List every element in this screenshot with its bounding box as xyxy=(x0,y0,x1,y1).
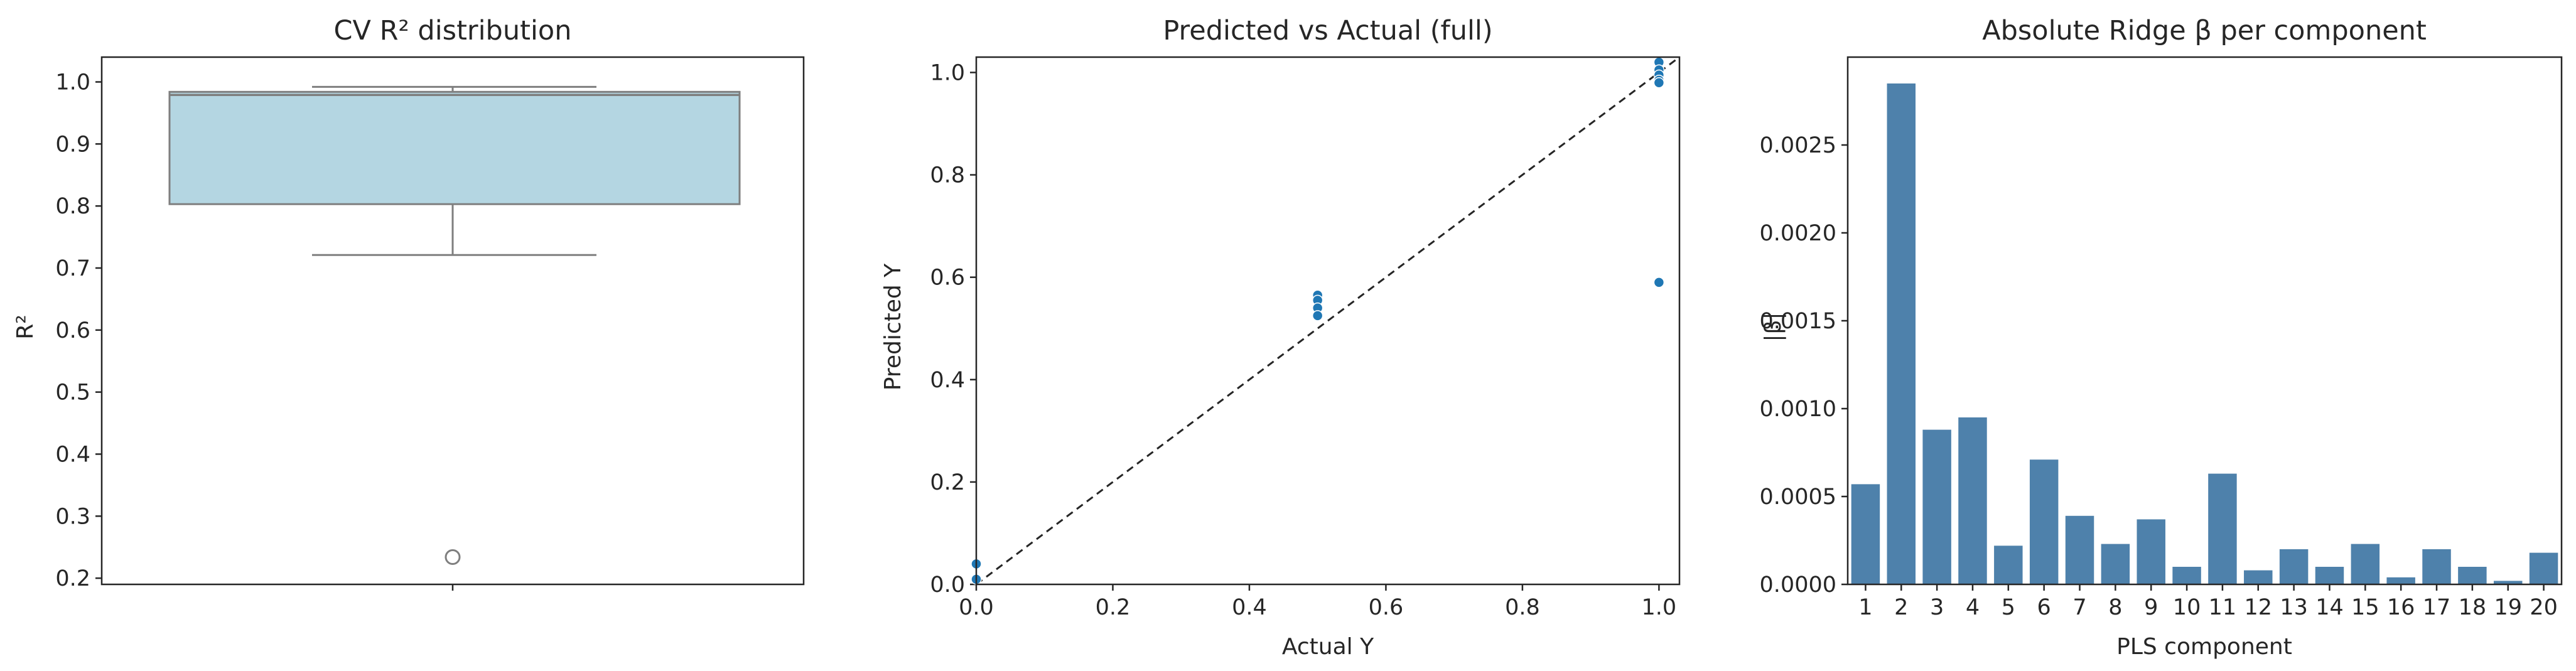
y-tick-label: 0.0015 xyxy=(1760,309,1836,334)
iqr-box xyxy=(168,90,741,205)
x-tick-label: 2 xyxy=(1894,595,1908,620)
bar xyxy=(1851,484,1880,584)
bar-chart-marks xyxy=(1851,83,2558,584)
x-tick-label: 14 xyxy=(2315,595,2344,620)
panel-box-plot: CV R² distribution R² 0.2 0.3 0.4 0.5 0.6 0.7… xyxy=(13,15,805,591)
bar-chart-xlabel: PLS component xyxy=(2116,634,2292,660)
box-plot-title: CV R² distribution xyxy=(334,15,572,46)
bar xyxy=(2458,567,2487,584)
y-tick-label: 0.6 xyxy=(55,318,90,343)
scatter-point xyxy=(1312,310,1323,321)
scatter-xlabel: Actual Y xyxy=(1282,634,1374,660)
y-tick-label: 0.0025 xyxy=(1760,133,1836,158)
bar xyxy=(2351,544,2380,584)
y-tick-label: 0.8 xyxy=(930,163,965,188)
scatter-title: Predicted vs Actual (full) xyxy=(1163,15,1492,46)
x-tick-label: 1 xyxy=(1858,595,1872,620)
scatter-ylabel: Predicted Y xyxy=(880,263,906,390)
bar-chart-ylabel: |β| xyxy=(1760,312,1786,341)
x-tick-label: 5 xyxy=(2002,595,2015,620)
bar xyxy=(2065,515,2094,584)
bar-chart-title: Absolute Ridge β per component xyxy=(1982,15,2427,46)
bar xyxy=(2244,570,2273,584)
x-tick-label: 7 xyxy=(2072,595,2086,620)
x-tick-label: 0.0 xyxy=(959,595,994,620)
y-tick-label: 0.0020 xyxy=(1760,221,1836,246)
bar xyxy=(1994,545,2023,584)
box-plot-ylabel: R² xyxy=(13,314,38,339)
bar xyxy=(2279,549,2309,584)
x-tick-label: 6 xyxy=(2037,595,2051,620)
y-tick-label: 0.0010 xyxy=(1760,397,1836,422)
panel-scatter-plot: Predicted vs Actual (full) Actual Y Pred… xyxy=(880,15,1681,660)
scatter-frame xyxy=(975,56,1681,586)
bar-chart-frame xyxy=(1846,56,2563,586)
bar xyxy=(1958,417,1987,584)
box-plot-y-ticks: 0.2 0.3 0.4 0.5 0.6 0.7 0.8 0.9 1.0 xyxy=(55,70,454,591)
bar xyxy=(2137,519,2165,584)
bar xyxy=(2315,567,2344,584)
x-tick-label: 19 xyxy=(2494,595,2522,620)
box-plot-frame xyxy=(100,56,805,586)
y-tick-label: 1.0 xyxy=(930,60,965,85)
y-tick-label: 0.2 xyxy=(55,566,90,591)
x-tick-label: 10 xyxy=(2173,595,2201,620)
x-tick-label: 13 xyxy=(2280,595,2308,620)
bar xyxy=(2386,577,2415,584)
y-tick-label: 0.4 xyxy=(55,442,90,467)
y-tick-label: 0.3 xyxy=(55,504,90,529)
scatter-point xyxy=(1653,277,1665,288)
panel-bar-chart: Absolute Ridge β per component PLS compo… xyxy=(1760,15,2563,660)
x-tick-label: 16 xyxy=(2387,595,2415,620)
bar xyxy=(2208,473,2237,584)
x-tick-label: 11 xyxy=(2209,595,2237,620)
box-plot-marks xyxy=(168,85,741,566)
y-tick-label: 0.0000 xyxy=(1760,572,1836,598)
x-tick-label: 15 xyxy=(2351,595,2379,620)
bar xyxy=(2172,567,2201,584)
x-tick-label: 4 xyxy=(1966,595,1980,620)
x-tick-label: 12 xyxy=(2245,595,2273,620)
x-tick-label: 9 xyxy=(2144,595,2158,620)
y-tick-label: 0.8 xyxy=(55,194,90,219)
y-tick-label: 0.0005 xyxy=(1760,485,1836,510)
x-tick-label: 8 xyxy=(2108,595,2122,620)
y-tick-label: 1.0 xyxy=(55,70,90,95)
y-tick-label: 0.9 xyxy=(55,132,90,157)
x-tick-label: 0.2 xyxy=(1096,595,1131,620)
y-tick-label: 0.5 xyxy=(55,380,90,405)
scatter-point xyxy=(1653,77,1665,89)
x-tick-label: 18 xyxy=(2459,595,2487,620)
identity-line xyxy=(976,56,1680,586)
scatter-marks xyxy=(971,56,1680,586)
bar xyxy=(2529,552,2558,584)
y-tick-label: 0.4 xyxy=(930,368,965,393)
x-tick-label: 0.4 xyxy=(1232,595,1267,620)
bar xyxy=(1922,429,1951,584)
x-tick-label: 1.0 xyxy=(1642,595,1677,620)
y-tick-label: 0.0 xyxy=(930,572,965,598)
x-tick-label: 17 xyxy=(2423,595,2451,620)
bar xyxy=(2101,544,2130,584)
x-tick-label: 0.8 xyxy=(1505,595,1540,620)
outlier-point xyxy=(445,549,461,566)
bar xyxy=(1887,83,1916,584)
bar xyxy=(2493,581,2523,584)
x-tick-label: 3 xyxy=(1930,595,1944,620)
y-tick-label: 0.6 xyxy=(930,266,965,291)
bar xyxy=(2422,549,2451,584)
y-tick-label: 0.2 xyxy=(930,470,965,495)
scatter-ticks: 0.0 0.2 0.4 0.6 0.8 1.0 0.0 0.2 0.4 0.6 0.8 1.0 xyxy=(930,60,1676,620)
y-tick-label: 0.7 xyxy=(55,256,90,281)
x-tick-label: 20 xyxy=(2530,595,2558,620)
bar xyxy=(2029,459,2059,584)
x-tick-label: 0.6 xyxy=(1369,595,1404,620)
